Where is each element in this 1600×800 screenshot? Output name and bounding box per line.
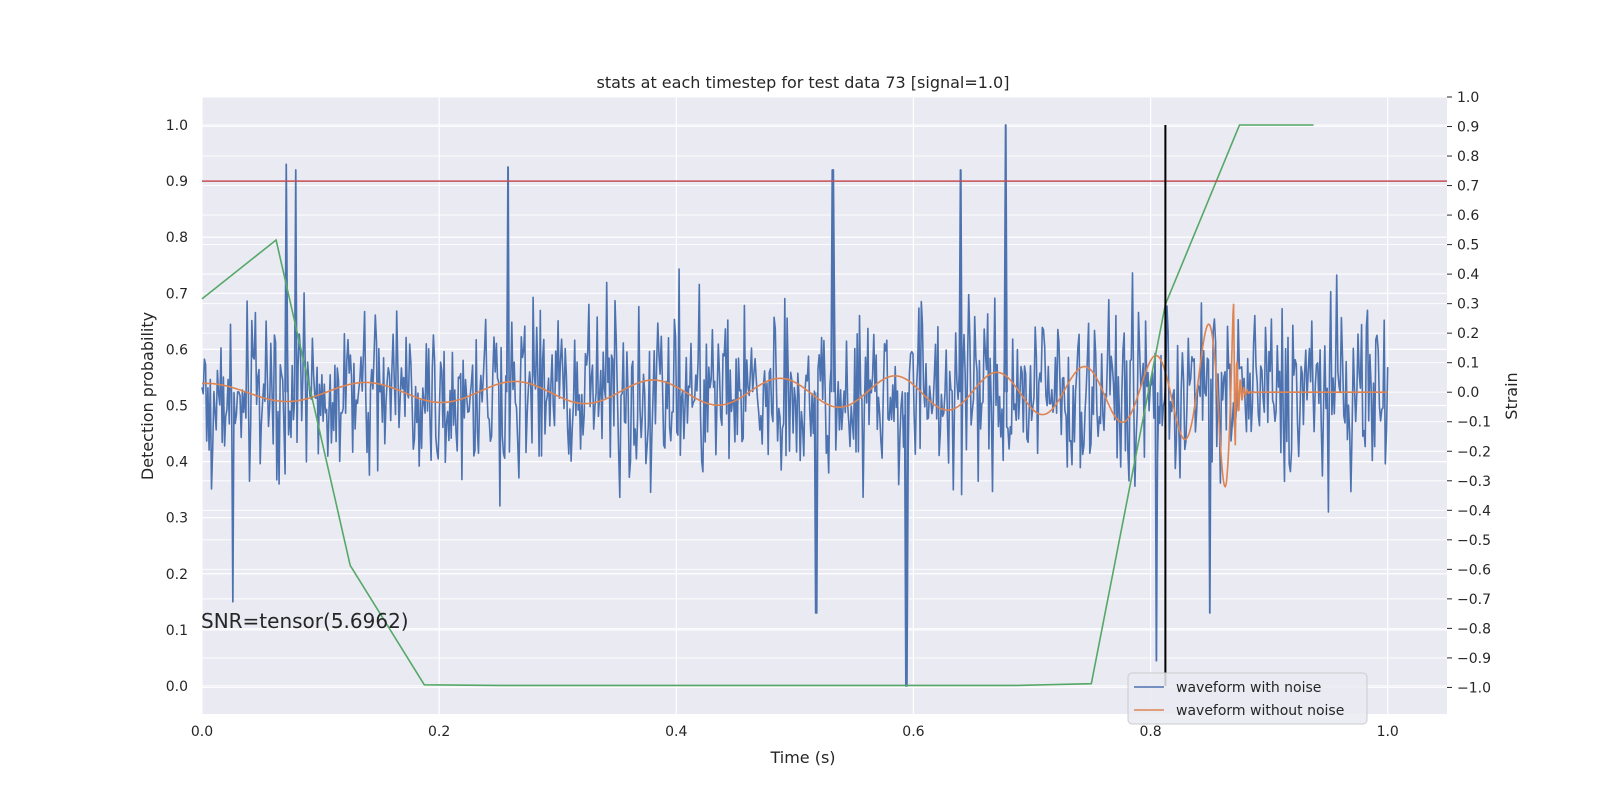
series-waveform-without-noise <box>202 303 1388 488</box>
y-tick-label: 0.0 <box>166 679 188 695</box>
y-tick-label: 0.9 <box>166 174 188 190</box>
series-waveform-with-noise <box>201 124 1389 687</box>
y2-tick-label: 0.3 <box>1457 297 1479 313</box>
x-tick-label: 0.6 <box>902 724 924 740</box>
y-tick-label: 0.4 <box>166 455 188 471</box>
legend-box <box>1127 672 1368 725</box>
y-tick-label: 0.6 <box>166 342 188 358</box>
y2-tick-label: −0.5 <box>1457 533 1491 549</box>
snr-annotation: SNR=tensor(5.6962) <box>201 609 409 633</box>
x-tick-label: 1.0 <box>1377 724 1399 740</box>
chart-title: stats at each timestep for test data 73 … <box>597 73 1010 92</box>
x-axis-label: Time (s) <box>769 748 835 767</box>
x-tick-label: 0.4 <box>665 724 687 740</box>
legend-label-clean: waveform without noise <box>1176 703 1344 719</box>
y2-tick-label: −0.8 <box>1457 621 1491 637</box>
legend: waveform with noise waveform without noi… <box>1127 672 1368 725</box>
y2-axis-label: Strain <box>1502 372 1521 419</box>
y-tick-label: 0.3 <box>166 511 188 527</box>
y2-axis-ticks: −1.0 −0.9 −0.8 −0.7 −0.6 −0.5 −0.4 −0.3 −0.2 −0.1… <box>1447 90 1491 696</box>
y2-tick-label: 0.9 <box>1457 120 1479 136</box>
y-tick-label: 1.0 <box>166 118 188 134</box>
y2-tick-label: −1.0 <box>1457 680 1491 696</box>
legend-label-noise: waveform with noise <box>1176 680 1321 696</box>
y2-tick-label: 0.6 <box>1457 208 1479 224</box>
y-tick-label: 0.8 <box>166 230 188 246</box>
y2-tick-label: 1.0 <box>1457 90 1479 106</box>
y-tick-label: 0.1 <box>166 623 188 639</box>
y2-tick-label: −0.2 <box>1457 444 1491 460</box>
y2-tick-label: −0.3 <box>1457 474 1491 490</box>
y2-tick-label: 0.8 <box>1457 149 1479 165</box>
y2-tick-label: −0.1 <box>1457 415 1491 431</box>
grid-lines <box>201 96 1447 714</box>
y2-tick-label: 0.5 <box>1457 238 1479 254</box>
y2-tick-label: −0.4 <box>1457 503 1491 519</box>
y2-tick-label: 0.0 <box>1457 385 1479 401</box>
y2-tick-label: −0.6 <box>1457 562 1491 578</box>
y-tick-label: 0.5 <box>166 399 188 415</box>
y-axis-label: Detection probability <box>138 312 157 480</box>
x-tick-label: 0.8 <box>1139 724 1161 740</box>
series-layer <box>201 124 1447 687</box>
series-detection-probability <box>201 124 1314 687</box>
y2-tick-label: 0.7 <box>1457 179 1479 195</box>
x-tick-label: 0.0 <box>191 724 213 740</box>
y-tick-label: 0.7 <box>166 286 188 302</box>
x-tick-label: 0.2 <box>428 724 450 740</box>
y2-tick-label: −0.7 <box>1457 592 1491 608</box>
y2-tick-label: 0.4 <box>1457 267 1479 283</box>
y2-tick-label: 0.1 <box>1457 356 1479 372</box>
y-axis-ticks: 0.0 0.1 0.2 0.3 0.4 0.5 0.6 0.7 0.8 0.9 1.0 <box>166 118 188 695</box>
y2-tick-label: −0.9 <box>1457 651 1491 667</box>
y2-tick-label: 0.2 <box>1457 326 1479 342</box>
y-tick-label: 0.2 <box>166 567 188 583</box>
x-axis-ticks: 0.0 0.2 0.4 0.6 0.8 1.0 <box>191 724 1399 740</box>
